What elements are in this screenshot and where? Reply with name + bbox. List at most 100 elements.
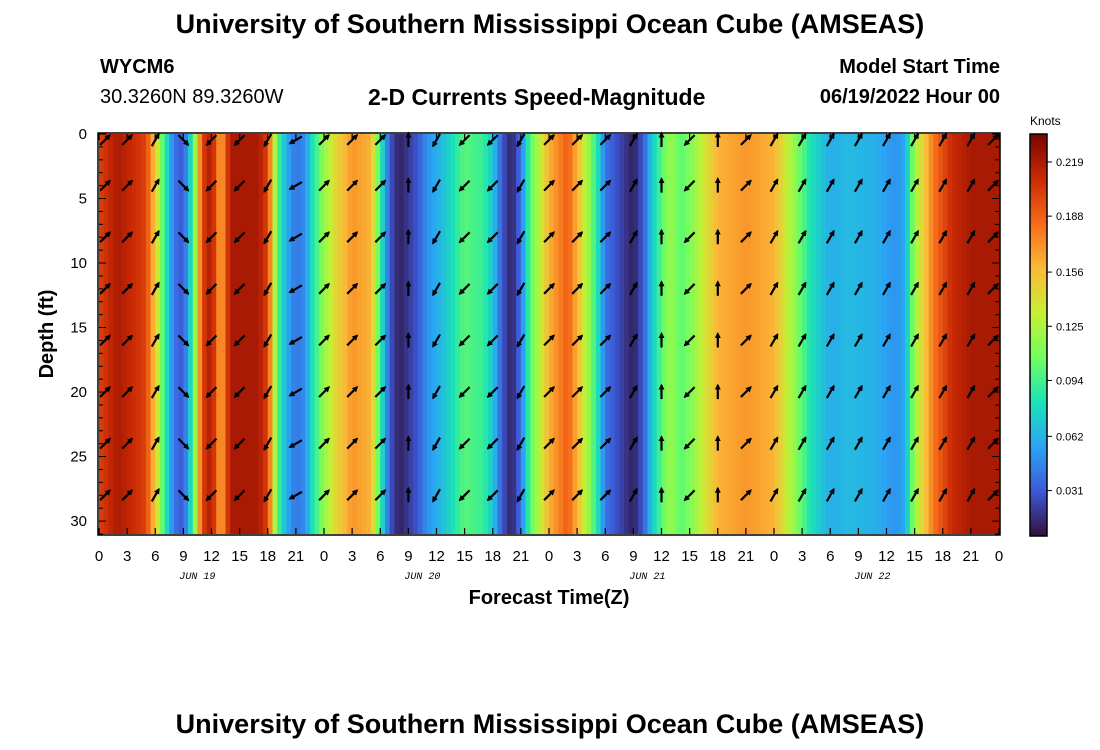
current-arrow [263, 437, 273, 451]
heatmap-cell [234, 134, 241, 534]
heatmap-cell [206, 134, 213, 534]
current-arrow [121, 282, 134, 295]
heatmap-cell [928, 134, 934, 534]
heatmap-cell [122, 134, 128, 534]
x-tick-label: 21 [963, 548, 980, 565]
current-arrow [740, 282, 752, 295]
x-tick-label: 3 [573, 548, 581, 565]
heatmap-cell [680, 134, 686, 534]
current-arrow [853, 178, 863, 193]
y-tick-label: 5 [79, 191, 87, 208]
current-arrow [910, 436, 920, 451]
heatmap-cell [309, 134, 316, 534]
current-arrow [628, 384, 638, 399]
heatmap-cell [984, 134, 991, 534]
heatmap-cell [586, 134, 592, 534]
heatmap-cell [459, 134, 466, 534]
x-tick-label: 0 [770, 548, 778, 565]
current-arrow [177, 334, 190, 347]
heatmap-cell [502, 134, 508, 534]
x-tick-label: 6 [151, 548, 159, 565]
current-arrow [99, 282, 111, 295]
y-tick-label: 20 [70, 384, 87, 401]
current-arrow [543, 231, 555, 243]
x-tick-label: 18 [934, 548, 951, 565]
current-arrow [432, 385, 441, 400]
heatmap-cell [736, 134, 742, 534]
heatmap-cell [492, 134, 499, 534]
current-arrow [543, 179, 555, 192]
current-arrow [825, 229, 835, 244]
heatmap-cell [609, 134, 616, 534]
current-arrow [853, 487, 863, 502]
current-arrow [740, 179, 752, 192]
heatmap-cell [108, 134, 114, 534]
heatmap-cell [258, 134, 264, 534]
current-arrow [374, 489, 387, 501]
current-arrow [987, 134, 999, 146]
heatmap-cell [745, 134, 752, 534]
current-arrow [987, 179, 999, 192]
heatmap-cell [230, 134, 236, 534]
colorbar-ramp [1029, 133, 1048, 537]
current-arrow [458, 179, 471, 192]
current-arrow [740, 231, 752, 243]
current-arrow [882, 178, 891, 193]
heatmap-cell [488, 134, 494, 534]
current-arrow [797, 178, 807, 193]
current-arrow [99, 179, 111, 192]
heatmap-cell [867, 134, 874, 534]
heatmap-cell [877, 134, 883, 534]
heatmap-cell [188, 134, 194, 534]
current-arrow [318, 386, 330, 398]
current-arrow [121, 437, 134, 450]
current-arrow [543, 334, 555, 347]
current-arrow [432, 437, 441, 451]
x-tick-label: 12 [203, 548, 220, 565]
heatmap-cell [703, 134, 709, 534]
current-arrow [797, 436, 807, 451]
heatmap-cell [511, 134, 517, 534]
x-tick-label: 0 [320, 548, 328, 565]
y-tick-label: 0 [79, 126, 87, 143]
heatmap-cell [900, 134, 906, 534]
colorbar-tick-label: 0.219 [1056, 157, 1084, 169]
heatmap-cell [361, 134, 367, 534]
heatmap-cell [117, 134, 124, 534]
heatmap-cell [816, 134, 822, 534]
current-arrow [432, 488, 441, 503]
heatmap-cell [820, 134, 827, 534]
current-arrow [825, 281, 835, 296]
heatmap-cell [211, 134, 217, 534]
x-tick-label: 21 [513, 548, 530, 565]
current-arrow [571, 282, 584, 295]
heatmap-cell [755, 134, 761, 534]
heatmap-cell [286, 134, 292, 534]
current-arrow [797, 384, 807, 399]
current-arrow [150, 333, 160, 348]
current-arrow [683, 437, 696, 450]
x-tick-label: 9 [404, 548, 412, 565]
heatmap-cell [844, 134, 850, 534]
heatmap-cell [178, 134, 184, 534]
current-arrow [571, 489, 584, 501]
heatmap-cell [881, 134, 888, 534]
heatmap-cell [192, 134, 199, 534]
current-arrow [288, 232, 303, 242]
current-arrow [374, 386, 387, 398]
heatmap-cell [605, 134, 611, 534]
current-arrow [740, 437, 752, 450]
current-arrow [825, 178, 835, 193]
heatmap-cell [853, 134, 859, 534]
current-arrow [318, 334, 330, 347]
station-coordinates: 30.3260N 89.3260W [100, 86, 284, 108]
current-arrow [683, 334, 696, 347]
current-arrow [233, 283, 246, 295]
heatmap-cell [825, 134, 831, 534]
heatmap-cell [750, 134, 756, 534]
current-arrow [346, 437, 359, 450]
current-arrow [432, 230, 441, 245]
heatmap-cell [563, 134, 569, 534]
current-arrow [910, 178, 920, 193]
heatmap-cell [370, 134, 377, 534]
